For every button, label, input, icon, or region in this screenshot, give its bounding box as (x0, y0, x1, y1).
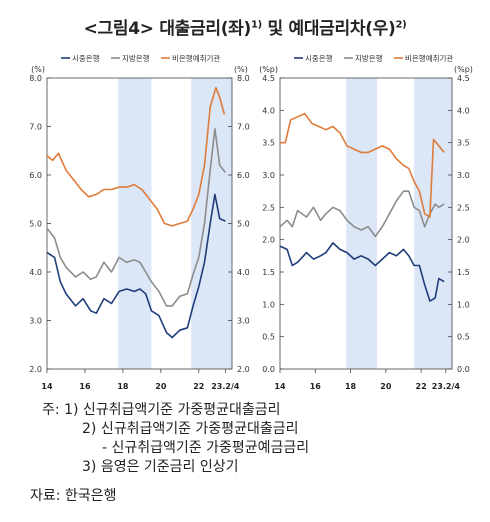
y-tick-label-right: 0.0 (457, 365, 470, 374)
x-tick-label: 16 (310, 382, 322, 391)
y-tick-label-right: 1.5 (457, 268, 470, 277)
x-tick-label: 14 (41, 382, 53, 391)
y-tick-label-left: 7.0 (29, 123, 42, 132)
rate-hike-shade (414, 78, 452, 369)
note-2b: - 신규취급액기준 가중평균예금금리 (102, 440, 310, 456)
charts-area: 2.0 2.0 3.0 3.0 4.0 4.0 5.0 5.0 6.0 6.0 7.0 7.0 8.0 8… (29, 53, 473, 391)
y-tick-label-right: 8.0 (237, 74, 250, 83)
note-3: 3) 음영은 기준금리 인상기 (82, 459, 239, 475)
series-line-commercial (46, 193, 226, 339)
x-tick-label: 22 (416, 382, 427, 391)
y-tick-label-right: 3.0 (457, 171, 470, 180)
y-tick-label-right: 4.0 (237, 268, 250, 277)
y-tick-label-left: 6.0 (29, 171, 42, 180)
title-sup1: 1) (250, 19, 262, 31)
y-tick-label-left: 2.0 (262, 236, 275, 245)
x-tick-label: 23.2/4 (211, 382, 240, 391)
x-tick-label: 22 (193, 382, 204, 391)
figure-title: <그림4> 대출금리(좌)1) 및 예대금리차(우)2) (0, 14, 490, 39)
series-line-regional (279, 190, 445, 238)
y-tick-label-left: 2.5 (262, 203, 275, 212)
chart-panel-1: 2.0 2.0 3.0 3.0 4.0 4.0 5.0 5.0 6.0 6.0 7.0 7.0 8.0 8… (29, 53, 249, 391)
figure-number: <그림4> (83, 19, 154, 39)
x-tick-label: 14 (274, 382, 286, 391)
y-tick-label-left: 8.0 (29, 74, 42, 83)
series-line-nonbank (46, 86, 226, 227)
y-tick-label-right: 7.0 (237, 123, 250, 132)
unit-label-left: (%) (31, 65, 45, 74)
source-line: 자료: 한국은행 (30, 488, 117, 504)
legend-label-regional: 지방은행 (355, 53, 383, 63)
y-tick-label-right: 2.0 (457, 236, 470, 245)
note-2: 2) 신규취급액기준 가중평균대출금리 (82, 421, 299, 437)
legend-label-commercial: 시중은행 (305, 53, 333, 63)
x-tick-label: 18 (345, 382, 357, 391)
rate-hike-shade (118, 78, 152, 369)
y-tick-label-right: 2.5 (457, 203, 470, 212)
y-tick-label-left: 1.5 (262, 268, 275, 277)
x-tick-label: 16 (79, 382, 91, 391)
y-tick-label-right: 3.5 (457, 139, 470, 148)
y-tick-label-left: 4.0 (29, 268, 42, 277)
unit-label-right: (%p) (454, 65, 473, 74)
y-tick-label-left: 0.0 (262, 365, 275, 374)
note-1: 1) 신규취급액기준 가중평균대출금리 (64, 402, 281, 418)
x-tick-label: 20 (155, 382, 167, 391)
y-tick-label-right: 0.5 (457, 333, 470, 342)
series-line-commercial (279, 242, 445, 302)
y-tick-label-left: 4.5 (262, 74, 275, 83)
y-tick-label-left: 3.0 (29, 317, 42, 326)
title-main: 대출금리(좌) (159, 19, 251, 39)
y-tick-label-left: 5.0 (29, 220, 42, 229)
rate-hike-shade (191, 78, 232, 369)
legend-label-nonbank: 비은행예취기관 (405, 53, 453, 63)
y-tick-label-right: 1.0 (457, 300, 470, 309)
y-tick-label-right: 5.0 (237, 220, 250, 229)
footnotes: 주: 1) 신규취급액기준 가중평균대출금리 2) 신규취급액기준 가중평균대출… (42, 401, 309, 477)
legend-label-nonbank: 비은행예취기관 (172, 53, 220, 63)
plot-frame (279, 77, 453, 370)
unit-label-left: (%p) (259, 65, 278, 74)
y-tick-label-right: 4.0 (457, 106, 470, 115)
y-tick-label-left: 3.5 (262, 139, 275, 148)
x-tick-label: 18 (117, 382, 129, 391)
notes-prefix: 주: (42, 402, 60, 418)
x-tick-label: 20 (380, 382, 392, 391)
title-sup2: 2) (395, 19, 407, 31)
y-tick-label-right: 2.0 (237, 365, 250, 374)
y-tick-label-right: 3.0 (237, 317, 250, 326)
chart-panel-2: 0.0 0.0 0.5 0.5 1.0 1.0 1.5 1.5 2.0 2.0 2.5 2.5 3.0 3… (259, 53, 473, 391)
legend-label-regional: 지방은행 (122, 53, 150, 63)
title-mid: 및 예대금리차(우) (267, 19, 396, 39)
y-tick-label-left: 1.0 (262, 300, 275, 309)
series-line-nonbank (280, 112, 445, 218)
series-line-regional (46, 128, 227, 307)
y-tick-label-left: 0.5 (262, 333, 275, 342)
y-tick-label-right: 4.5 (457, 74, 470, 83)
legend-label-commercial: 시중은행 (72, 53, 100, 63)
y-tick-label-left: 4.0 (262, 106, 275, 115)
y-tick-label-right: 6.0 (237, 171, 250, 180)
y-tick-label-left: 2.0 (29, 365, 42, 374)
x-tick-label: 23.2/4 (432, 382, 461, 391)
y-tick-label-left: 3.0 (262, 171, 275, 180)
unit-label-right: (%) (234, 65, 248, 74)
